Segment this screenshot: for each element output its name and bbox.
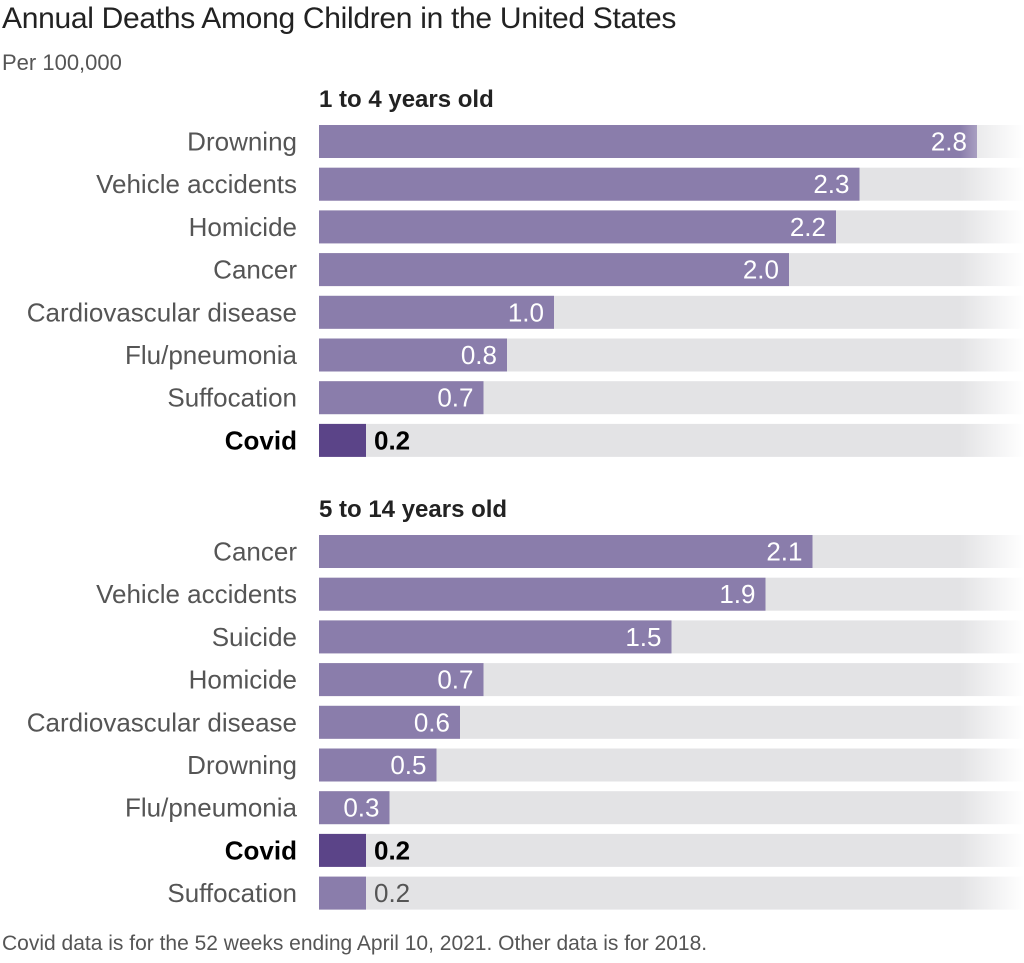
category-label: Covid [225,835,297,865]
bar-track [319,423,1024,457]
bar [319,167,860,201]
chart-panel: 5 to 14 years old Cancer 2.1 Vehicle accide… [27,496,1024,910]
chart-title: Annual Deaths Among Children in the Unit… [2,2,677,35]
category-label: Suffocation [167,383,297,413]
category-label: Covid [225,425,297,455]
value-label: 1.9 [719,579,755,609]
bar [319,210,836,244]
category-label: Cancer [213,537,297,567]
category-label: Drowning [187,750,297,780]
panel-title: 1 to 4 years old [319,86,494,113]
bar-track [319,791,1024,825]
value-label: 1.5 [625,622,661,652]
bar [319,705,460,739]
value-label: 0.2 [374,878,410,908]
value-label: 0.5 [390,750,426,780]
category-label: Homicide [189,212,297,242]
value-label: 0.7 [437,383,473,413]
category-label: Cardiovascular disease [27,297,297,327]
chart-subtitle: Per 100,000 [2,50,122,75]
category-label: Cancer [213,255,297,285]
bar [319,876,366,910]
bar [319,577,766,611]
bar [319,663,484,697]
value-label: 0.7 [437,665,473,695]
category-label: Vehicle accidents [96,579,297,609]
category-label: Suicide [212,622,297,652]
bar [319,381,484,415]
panel-title: 5 to 14 years old [319,496,507,523]
bar [319,833,366,867]
category-label: Flu/pneumonia [125,340,298,370]
track-fade [960,80,1024,925]
bar [319,791,390,825]
bar [319,423,366,457]
bar [319,748,437,782]
category-label: Suffocation [167,878,297,908]
category-label: Cardiovascular disease [27,707,297,737]
bar [319,620,672,654]
value-label: 2.0 [743,255,779,285]
chart-footnote: Covid data is for the 52 weeks ending Ap… [2,932,708,955]
value-label: 2.1 [766,537,802,567]
bar [319,535,813,568]
value-label: 2.2 [790,212,826,242]
value-label: 0.6 [414,707,450,737]
value-label: 0.3 [343,793,379,823]
category-label: Flu/pneumonia [125,793,298,823]
category-label: Vehicle accidents [96,169,297,199]
value-label: 1.0 [508,297,544,327]
value-label: 2.3 [813,169,849,199]
value-label: 0.8 [461,340,497,370]
category-label: Homicide [189,665,297,695]
bar-track [319,833,1024,867]
value-label: 0.2 [374,835,410,865]
bar [319,125,977,158]
bar [319,253,789,287]
bar [319,295,554,329]
value-label: 0.2 [374,425,410,455]
bar-track [319,876,1024,910]
bar [319,338,507,372]
category-label: Drowning [187,127,297,157]
